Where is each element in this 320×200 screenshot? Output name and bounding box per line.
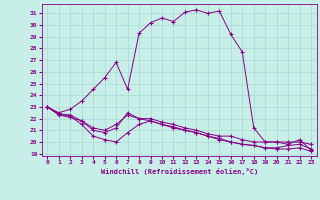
X-axis label: Windchill (Refroidissement éolien,°C): Windchill (Refroidissement éolien,°C) <box>100 168 258 175</box>
